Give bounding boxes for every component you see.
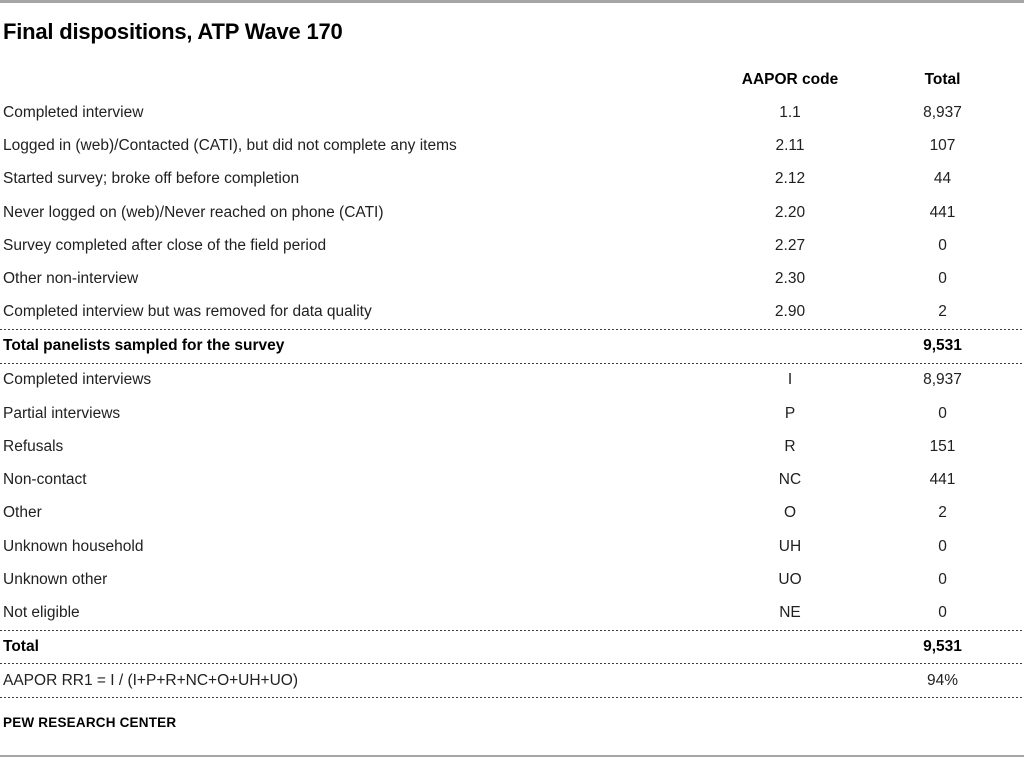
- dotted-divider: [0, 697, 1024, 699]
- sampled-total-row: Total panelists sampled for the survey 9…: [0, 330, 1024, 363]
- row-total: 0: [938, 404, 947, 422]
- row-aapor-code: I: [787, 371, 793, 389]
- row-aapor-code: 2.11: [775, 136, 805, 154]
- row-label: Partial interviews: [3, 404, 121, 422]
- row-label: Non-contact: [3, 471, 87, 489]
- row-total: 9,531: [923, 337, 962, 355]
- dotted-divider: [0, 362, 1024, 364]
- table-row: Completed interview 1.1 8,937: [0, 96, 1024, 129]
- row-label: Total panelists sampled for the survey: [3, 337, 285, 355]
- row-label: Other: [3, 504, 42, 522]
- row-label: Other non-interview: [3, 270, 139, 288]
- row-total: 9,531: [923, 638, 962, 656]
- row-aapor-code: 2.12: [774, 170, 806, 188]
- row-aapor-code: NC: [778, 471, 802, 489]
- row-label: Completed interview but was removed for …: [3, 303, 372, 321]
- row-aapor-code: 2.90: [774, 303, 806, 321]
- table-row: Survey completed after close of the fiel…: [0, 229, 1024, 262]
- row-total: 0: [938, 236, 947, 254]
- row-label: Completed interview: [3, 103, 144, 121]
- dotted-divider: [0, 329, 1024, 331]
- row-aapor-code: UO: [778, 571, 802, 588]
- row-total: 107: [929, 136, 956, 154]
- row-label: Total: [3, 638, 39, 656]
- row-label: Refusals: [3, 437, 64, 455]
- row-total: 0: [938, 604, 947, 622]
- dotted-divider: [0, 629, 1024, 631]
- page-title: Final dispositions, ATP Wave 170: [3, 19, 343, 44]
- row-total: 151: [929, 437, 956, 455]
- row-total: 0: [938, 270, 947, 288]
- row-label: Started survey; broke off before complet…: [3, 170, 300, 188]
- table-row: Started survey; broke off before complet…: [0, 163, 1024, 196]
- row-aapor-code: P: [784, 404, 796, 422]
- table-row: Refusals R 151: [0, 430, 1024, 463]
- row-aapor-code: 2.27: [774, 236, 806, 254]
- source-label: PEW RESEARCH CENTER: [3, 715, 177, 731]
- bottom-divider: [0, 755, 1024, 757]
- table-header-row: AAPOR code Total: [0, 63, 1024, 96]
- row-label: Not eligible: [3, 604, 80, 622]
- table-row: Logged in (web)/Contacted (CATI), but di…: [0, 129, 1024, 162]
- table-row: Other O 2: [0, 497, 1024, 530]
- grand-total-row: Total 9,531: [0, 631, 1024, 664]
- row-aapor-code: 2.30: [774, 270, 806, 288]
- table-row: Not eligible NE 0: [0, 597, 1024, 630]
- row-label: Never logged on (web)/Never reached on p…: [3, 203, 384, 221]
- row-total: 44: [933, 170, 952, 188]
- table-row: Completed interview but was removed for …: [0, 296, 1024, 329]
- top-divider: [0, 0, 1024, 3]
- row-total: 441: [929, 471, 956, 489]
- table-row: Never logged on (web)/Never reached on p…: [0, 196, 1024, 229]
- dispositions-table: AAPOR code Total Completed interview 1.1…: [0, 63, 1024, 699]
- row-aapor-code: NE: [779, 604, 801, 622]
- row-aapor-code: O: [783, 504, 797, 522]
- row-label: Unknown other: [3, 571, 108, 588]
- row-total: 0: [938, 537, 947, 555]
- column-header-total: Total: [924, 70, 961, 88]
- response-rate-row: AAPOR RR1 = I / (I+P+R+NC+O+UH+UO) 94%: [0, 664, 1024, 697]
- row-aapor-code: 2.20: [774, 203, 806, 221]
- row-total: 2: [938, 303, 947, 321]
- table-row: Non-contact NC 441: [0, 463, 1024, 496]
- row-label: Logged in (web)/Contacted (CATI), but di…: [3, 136, 457, 154]
- row-total: 8,937: [923, 103, 962, 121]
- row-total: 0: [938, 571, 947, 588]
- row-total: 8,937: [923, 371, 962, 389]
- row-total: 94%: [926, 671, 959, 689]
- row-label: AAPOR RR1 = I / (I+P+R+NC+O+UH+UO): [3, 671, 299, 689]
- row-label: Survey completed after close of the fiel…: [3, 236, 327, 254]
- row-label: Unknown household: [3, 537, 144, 555]
- table-row: Completed interviews I 8,937: [0, 364, 1024, 397]
- table-row: Partial interviews P 0: [0, 397, 1024, 430]
- row-aapor-code: 1.1: [779, 103, 801, 121]
- row-aapor-code: R: [784, 437, 796, 455]
- dotted-divider: [0, 663, 1024, 665]
- table-row: Unknown household UH 0: [0, 530, 1024, 563]
- table-row: Unknown other UO 0: [0, 563, 1024, 596]
- row-label: Completed interviews: [3, 371, 152, 389]
- table-row: Other non-interview 2.30 0: [0, 262, 1024, 295]
- row-total: 2: [938, 504, 947, 522]
- column-header-aapor-code: AAPOR code: [741, 70, 839, 88]
- row-aapor-code: UH: [778, 537, 802, 555]
- row-total: 441: [929, 203, 956, 221]
